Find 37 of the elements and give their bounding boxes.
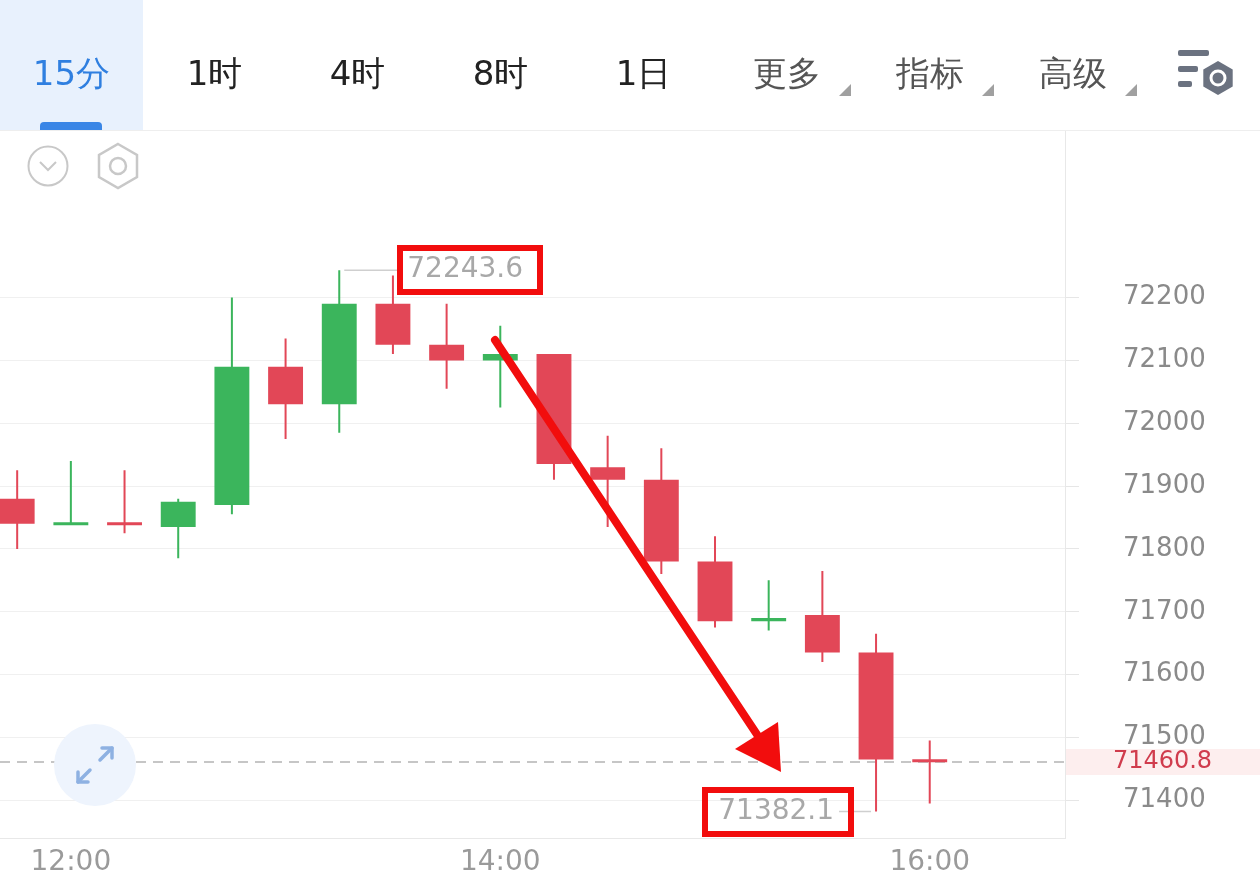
candlestick xyxy=(643,448,679,575)
candlestick xyxy=(912,740,948,804)
annotation: 71382.1 xyxy=(718,792,835,826)
candlestick xyxy=(160,498,196,559)
y-tick-label: 72000 xyxy=(1123,405,1206,436)
candlestick xyxy=(214,297,250,515)
text: 1日 xyxy=(614,53,673,93)
text: 8时 xyxy=(471,53,530,93)
candlestick xyxy=(321,270,357,433)
candlestick xyxy=(375,275,411,355)
x-tick-label: 14:00 xyxy=(459,844,541,878)
candlestick xyxy=(804,570,840,663)
y-tick-label: 71600 xyxy=(1123,657,1206,688)
candlestick xyxy=(858,633,894,812)
y-tick-label: 72200 xyxy=(1123,280,1206,311)
text: 4时 xyxy=(328,53,387,93)
text: 更多 xyxy=(751,53,822,93)
text: 指标 xyxy=(894,53,965,93)
candlestick xyxy=(268,338,304,439)
candlestick xyxy=(697,536,733,628)
y-tick-label: 72100 xyxy=(1123,343,1206,374)
x-tick-label: 12:00 xyxy=(30,844,112,878)
text: 高级 xyxy=(1037,53,1108,93)
candlestick xyxy=(590,435,626,527)
text: 1时 xyxy=(185,53,244,93)
candlestick xyxy=(429,303,465,389)
y-tick-label: 71800 xyxy=(1123,531,1206,562)
y-tick-label: 71900 xyxy=(1123,468,1206,499)
x-tick-label: 16:00 xyxy=(889,844,971,878)
annotation: 72243.6 xyxy=(407,251,524,285)
text: 15分 xyxy=(31,53,112,93)
candlestick xyxy=(53,460,89,526)
y-tick-label: 71700 xyxy=(1123,594,1206,625)
y-tick-label: 71400 xyxy=(1123,783,1206,814)
candlestick xyxy=(0,470,35,549)
candlestick xyxy=(107,470,142,534)
candlestick xyxy=(751,580,787,631)
